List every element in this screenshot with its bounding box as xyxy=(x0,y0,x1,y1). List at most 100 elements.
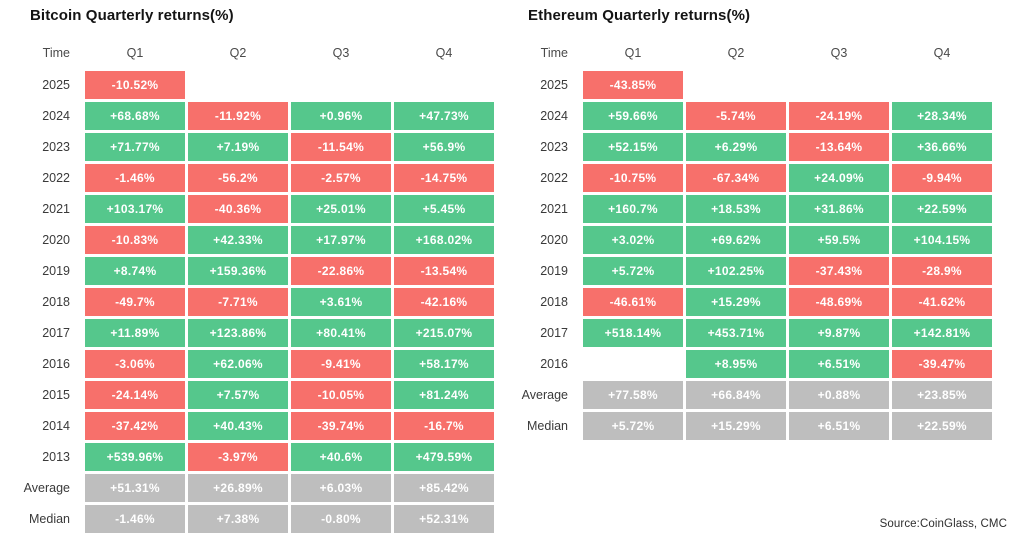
return-cell: -14.75% xyxy=(394,164,494,192)
return-cell: +102.25% xyxy=(686,257,786,285)
row-label: 2019 xyxy=(42,264,70,278)
return-cell: +11.89% xyxy=(85,319,185,347)
return-cell: +6.03% xyxy=(291,474,391,502)
return-cell: +24.09% xyxy=(789,164,889,192)
return-cell: +6.29% xyxy=(686,133,786,161)
return-cell: +15.29% xyxy=(686,412,786,440)
column-header-q4: Q4 xyxy=(933,46,951,60)
return-cell: -10.83% xyxy=(85,226,185,254)
row-label: 2023 xyxy=(540,140,568,154)
row-label: 2023 xyxy=(42,140,70,154)
row-label: 2016 xyxy=(540,357,568,371)
return-cell: -3.06% xyxy=(85,350,185,378)
source-note: Source:CoinGlass, CMC xyxy=(879,518,1007,530)
row-label: Average xyxy=(521,388,568,402)
return-cell: +26.89% xyxy=(188,474,288,502)
row-label: 2013 xyxy=(42,450,70,464)
return-cell: +7.19% xyxy=(188,133,288,161)
return-cell: +22.59% xyxy=(892,412,992,440)
return-cell: -10.52% xyxy=(85,71,185,99)
column-header-q2: Q2 xyxy=(727,46,745,60)
return-cell: -37.43% xyxy=(789,257,889,285)
return-cell: -28.9% xyxy=(892,257,992,285)
return-cell: +8.95% xyxy=(686,350,786,378)
return-cell: +66.84% xyxy=(686,381,786,409)
return-cell: -56.2% xyxy=(188,164,288,192)
row-label: Average xyxy=(23,481,70,495)
return-cell: +40.6% xyxy=(291,443,391,471)
column-header-q3: Q3 xyxy=(332,46,350,60)
empty-cell xyxy=(789,71,889,99)
row-label: 2020 xyxy=(540,233,568,247)
row-label: 2016 xyxy=(42,357,70,371)
return-cell: -9.41% xyxy=(291,350,391,378)
return-cell: +69.62% xyxy=(686,226,786,254)
return-cell: +168.02% xyxy=(394,226,494,254)
return-cell: +59.5% xyxy=(789,226,889,254)
return-cell: +7.57% xyxy=(188,381,288,409)
return-cell: +28.34% xyxy=(892,102,992,130)
return-cell: -13.54% xyxy=(394,257,494,285)
return-cell: -67.34% xyxy=(686,164,786,192)
return-cell: -11.92% xyxy=(188,102,288,130)
return-cell: -10.05% xyxy=(291,381,391,409)
row-label: 2021 xyxy=(540,202,568,216)
return-cell: +47.73% xyxy=(394,102,494,130)
return-cell: -3.97% xyxy=(188,443,288,471)
return-cell: -11.54% xyxy=(291,133,391,161)
return-cell: +36.66% xyxy=(892,133,992,161)
return-cell: -7.71% xyxy=(188,288,288,316)
return-cell: +17.97% xyxy=(291,226,391,254)
return-cell: +6.51% xyxy=(789,350,889,378)
return-cell: +31.86% xyxy=(789,195,889,223)
return-cell: +104.15% xyxy=(892,226,992,254)
empty-cell xyxy=(583,350,683,378)
return-cell: -46.61% xyxy=(583,288,683,316)
return-cell: +123.86% xyxy=(188,319,288,347)
row-label: Median xyxy=(29,512,70,526)
column-header-q4: Q4 xyxy=(435,46,453,60)
return-cell: +25.01% xyxy=(291,195,391,223)
return-cell: +81.24% xyxy=(394,381,494,409)
return-cell: +7.38% xyxy=(188,505,288,533)
return-cell: +3.61% xyxy=(291,288,391,316)
return-cell: +85.42% xyxy=(394,474,494,502)
return-cell: +56.9% xyxy=(394,133,494,161)
empty-cell xyxy=(188,71,288,99)
return-cell: +142.81% xyxy=(892,319,992,347)
return-cell: +3.02% xyxy=(583,226,683,254)
return-cell: -42.16% xyxy=(394,288,494,316)
return-cell: +103.17% xyxy=(85,195,185,223)
return-cell: +0.96% xyxy=(291,102,391,130)
column-header-time: Time xyxy=(42,46,70,60)
ethereum-table-title: Ethereum Quarterly returns(%) xyxy=(528,7,751,24)
return-cell: -39.47% xyxy=(892,350,992,378)
return-cell: +159.36% xyxy=(188,257,288,285)
row-label: 2017 xyxy=(42,326,70,340)
row-label: 2025 xyxy=(540,78,568,92)
return-cell: +80.41% xyxy=(291,319,391,347)
return-cell: +52.31% xyxy=(394,505,494,533)
bitcoin-returns-table: Bitcoin Quarterly returns(%) Time Q1 Q2 Q3 Q… xyxy=(23,8,494,533)
return-cell: +5.45% xyxy=(394,195,494,223)
return-cell: +22.59% xyxy=(892,195,992,223)
return-cell: +8.74% xyxy=(85,257,185,285)
return-cell: +215.07% xyxy=(394,319,494,347)
row-label: 2021 xyxy=(42,202,70,216)
return-cell: +453.71% xyxy=(686,319,786,347)
empty-cell xyxy=(686,71,786,99)
row-label: 2024 xyxy=(42,109,70,123)
row-label: 2017 xyxy=(540,326,568,340)
return-cell: -43.85% xyxy=(583,71,683,99)
return-cell: +59.66% xyxy=(583,102,683,130)
return-cell: +518.14% xyxy=(583,319,683,347)
row-label: 2022 xyxy=(540,171,568,185)
return-cell: +0.88% xyxy=(789,381,889,409)
return-cell: +51.31% xyxy=(85,474,185,502)
return-cell: +52.15% xyxy=(583,133,683,161)
return-cell: -1.46% xyxy=(85,164,185,192)
return-cell: -48.69% xyxy=(789,288,889,316)
return-cell: -24.19% xyxy=(789,102,889,130)
row-label: 2018 xyxy=(540,295,568,309)
